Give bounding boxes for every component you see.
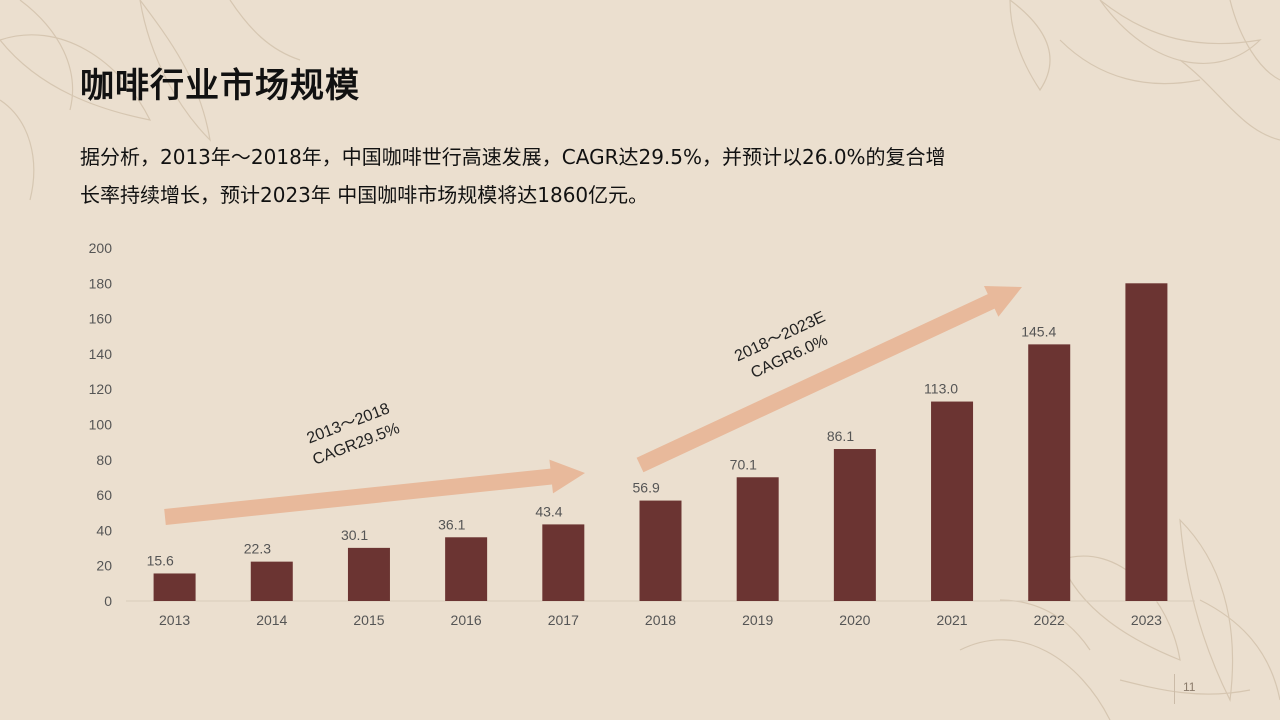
data-label-2014: 22.3 <box>244 541 271 557</box>
x-tick-label-2021: 2021 <box>936 612 967 628</box>
page-number: 11 <box>1183 680 1196 694</box>
data-label-2018: 56.9 <box>633 480 660 496</box>
growth-arrow-2013-2018 <box>164 459 585 525</box>
bar-2013 <box>153 573 196 601</box>
slide-description: 据分析，2013年～2018年，中国咖啡世行高速发展，CAGR达29.5%，并预… <box>80 138 1120 214</box>
data-label-2016: 36.1 <box>438 516 465 532</box>
bar-2017 <box>542 524 585 601</box>
y-tick-label: 60 <box>96 487 112 503</box>
y-tick-label: 100 <box>89 417 113 433</box>
x-tick-label-2013: 2013 <box>159 612 190 628</box>
bar-2023 <box>1125 283 1168 601</box>
data-label-2019: 70.1 <box>730 456 757 472</box>
x-tick-label-2015: 2015 <box>353 612 384 628</box>
y-tick-label: 20 <box>96 558 112 574</box>
x-tick-label-2022: 2022 <box>1034 612 1065 628</box>
y-tick-label: 140 <box>89 346 113 362</box>
data-label-2013: 15.6 <box>147 552 174 568</box>
x-tick-label-2020: 2020 <box>839 612 870 628</box>
description-line-2: 长率持续增长，预计2023年 中国咖啡市场规模将达1860亿元。 <box>80 183 649 207</box>
data-label-2020: 86.1 <box>827 428 854 444</box>
y-tick-label: 0 <box>104 593 112 609</box>
growth-arrow-2018-2023 <box>636 286 1022 473</box>
data-label-2021: 113.0 <box>924 381 958 397</box>
bar-2016 <box>445 537 488 601</box>
y-tick-label: 120 <box>89 381 113 397</box>
bar-2019 <box>736 477 779 601</box>
data-label-2022: 145.4 <box>1021 323 1056 339</box>
page-number-divider <box>1174 674 1175 704</box>
y-tick-label: 200 <box>89 240 113 256</box>
slide-title: 咖啡行业市场规模 <box>80 66 360 106</box>
y-tick-label: 80 <box>96 452 112 468</box>
x-tick-label-2017: 2017 <box>548 612 579 628</box>
x-tick-label-2023: 2023 <box>1131 612 1162 628</box>
bar-2015 <box>347 547 390 601</box>
bar-2022 <box>1028 344 1071 601</box>
data-label-2017: 43.4 <box>535 503 562 519</box>
description-line-1: 据分析，2013年～2018年，中国咖啡世行高速发展，CAGR达29.5%，并预… <box>80 145 946 169</box>
bar-2020 <box>833 449 876 601</box>
x-tick-label-2018: 2018 <box>645 612 676 628</box>
x-tick-label-2019: 2019 <box>742 612 773 628</box>
bar-2018 <box>639 500 682 601</box>
y-tick-label: 160 <box>89 311 113 327</box>
y-tick-label: 40 <box>96 522 112 538</box>
x-tick-label-2016: 2016 <box>451 612 482 628</box>
bar-2014 <box>250 561 293 601</box>
x-tick-label-2014: 2014 <box>256 612 287 628</box>
bar-2021 <box>931 401 974 601</box>
y-tick-label: 180 <box>89 275 113 291</box>
data-label-2015: 30.1 <box>341 527 368 543</box>
